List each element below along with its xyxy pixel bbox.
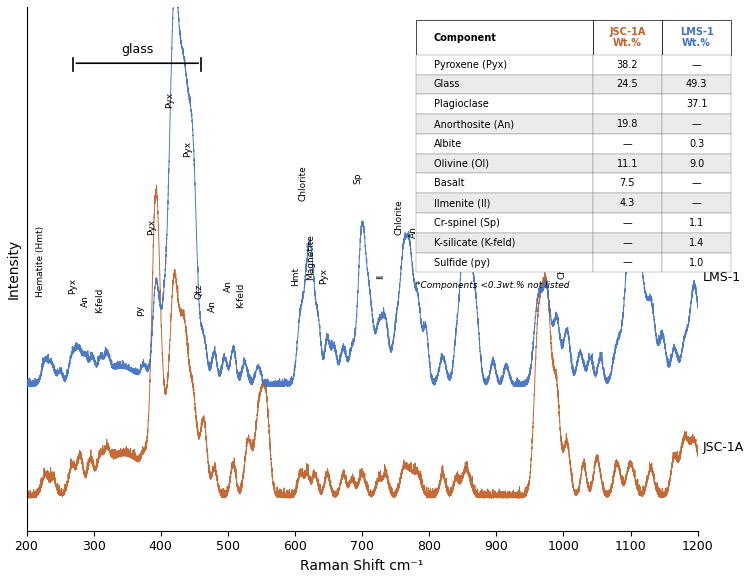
Text: K-feld: K-feld bbox=[94, 288, 104, 313]
Text: JSC-1A: JSC-1A bbox=[703, 441, 744, 454]
Text: Pyx: Pyx bbox=[165, 92, 174, 108]
Text: An: An bbox=[208, 300, 217, 311]
Text: *Components <0.3wt.% not listed: *Components <0.3wt.% not listed bbox=[416, 281, 570, 291]
Text: Pyx: Pyx bbox=[541, 244, 550, 260]
Text: Pyx: Pyx bbox=[68, 278, 76, 294]
Text: Pyx: Pyx bbox=[147, 219, 156, 235]
Text: Chlorite: Chlorite bbox=[298, 165, 307, 201]
Text: K-feld: K-feld bbox=[236, 283, 244, 309]
Y-axis label: Intensity: Intensity bbox=[7, 239, 21, 299]
Text: Hematite (Hmt): Hematite (Hmt) bbox=[36, 226, 45, 297]
Text: Apatite: Apatite bbox=[528, 211, 537, 244]
Text: Sp: Sp bbox=[353, 172, 362, 184]
Text: py: py bbox=[135, 305, 144, 316]
Text: An: An bbox=[81, 295, 90, 307]
Text: Hmt: Hmt bbox=[291, 267, 300, 286]
Text: Il: Il bbox=[376, 274, 386, 279]
Text: LMS-1: LMS-1 bbox=[703, 271, 740, 284]
Text: glass: glass bbox=[122, 43, 154, 56]
Text: Chlorite: Chlorite bbox=[394, 200, 404, 235]
Text: Pyx: Pyx bbox=[183, 141, 192, 157]
Text: Magnetite: Magnetite bbox=[306, 234, 315, 280]
Text: An: An bbox=[409, 226, 418, 238]
Text: An: An bbox=[224, 280, 232, 292]
Text: Chlorite: Chlorite bbox=[558, 244, 567, 280]
X-axis label: Raman Shift cm⁻¹: Raman Shift cm⁻¹ bbox=[301, 559, 424, 573]
Text: Pyx: Pyx bbox=[320, 268, 328, 284]
Text: Qtz: Qtz bbox=[195, 283, 204, 299]
Text: K-feld: K-feld bbox=[458, 215, 466, 240]
